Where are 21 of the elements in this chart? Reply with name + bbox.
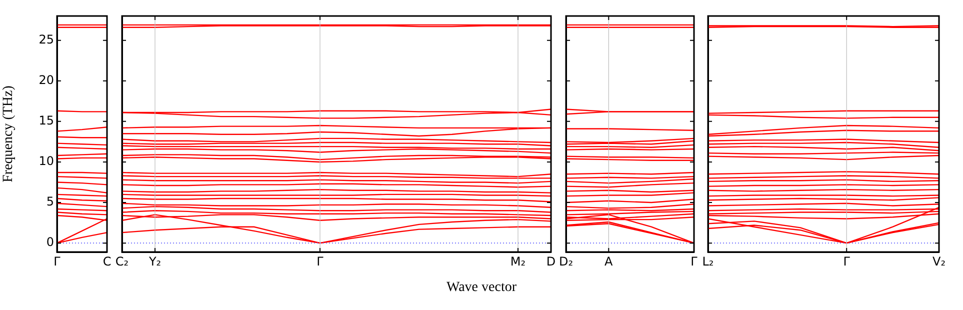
x-tick-label: Γ — [843, 254, 850, 268]
x-tick-label: Γ — [54, 254, 61, 268]
y-tick-label: 5 — [46, 194, 54, 209]
y-tick-label: 20 — [38, 73, 54, 88]
x-tick-label: C — [102, 254, 112, 268]
x-tick-label: M₂ — [510, 254, 526, 268]
x-tick-label: C₂ — [115, 254, 129, 268]
y-tick-label: 0 — [46, 235, 54, 250]
y-tick-label: 15 — [38, 114, 54, 128]
y-tick-label: 10 — [38, 154, 54, 168]
x-axis-title: Wave vector — [446, 280, 516, 295]
y-axis-title: Frequency (THz) — [1, 85, 16, 182]
x-tick-label: D — [546, 254, 556, 268]
x-tick-label: A — [604, 254, 614, 268]
x-tick-label: D₂ — [558, 254, 574, 268]
y-tick-label: 25 — [38, 32, 54, 46]
x-tick-label: L₂ — [702, 254, 714, 268]
x-tick-label: Y₂ — [148, 254, 162, 268]
x-tick-label: V₂ — [932, 254, 946, 268]
x-tick-label: Γ — [690, 254, 698, 268]
x-tick-label: Γ — [316, 254, 324, 268]
